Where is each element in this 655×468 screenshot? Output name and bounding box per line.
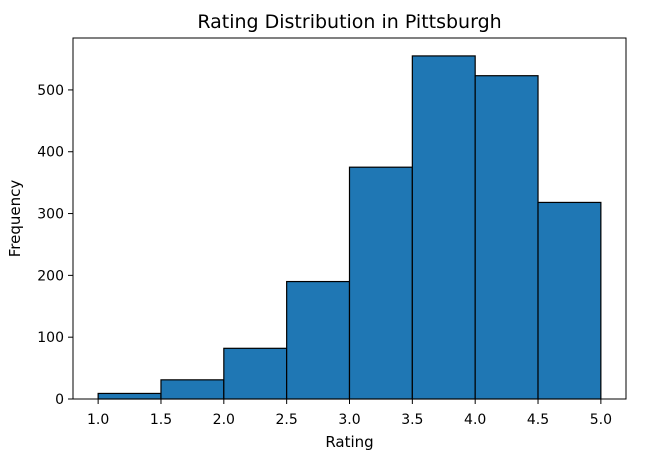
bars-layer xyxy=(97,55,602,400)
histogram-bar xyxy=(537,201,602,400)
x-tick-label: 1.5 xyxy=(150,412,172,428)
histogram-bar xyxy=(411,55,476,400)
y-tick-label: 200 xyxy=(37,268,64,284)
x-tick-label: 1.0 xyxy=(87,412,109,428)
x-tick-label: 3.5 xyxy=(401,412,423,428)
y-tick-label: 400 xyxy=(37,145,64,161)
x-tick-label: 5.0 xyxy=(590,412,612,428)
ticks-layer: 1.0 1.5 2.0 2.5 3.0 3.5 4.0 4.5 5.0 0 100 200 300 400… xyxy=(37,83,612,428)
y-tick-label: 100 xyxy=(37,330,64,346)
histogram-bar xyxy=(160,379,225,400)
y-tick-label: 500 xyxy=(37,83,64,99)
x-tick-label: 3.0 xyxy=(338,412,360,428)
x-tick-label: 2.0 xyxy=(213,412,235,428)
x-tick-label: 4.0 xyxy=(464,412,486,428)
histogram-bar xyxy=(223,347,288,400)
histogram-bar xyxy=(286,280,351,400)
y-axis-label: Frequency xyxy=(6,180,24,258)
x-tick-label: 4.5 xyxy=(527,412,549,428)
histogram-bar xyxy=(348,166,413,400)
histogram-bar xyxy=(474,75,539,400)
y-tick-label: 0 xyxy=(55,392,64,408)
x-axis-label: Rating xyxy=(325,433,373,451)
y-tick-label: 300 xyxy=(37,207,64,223)
chart-title: Rating Distribution in Pittsburgh xyxy=(197,11,501,33)
x-tick-label: 2.5 xyxy=(276,412,298,428)
histogram-bar xyxy=(97,392,162,400)
